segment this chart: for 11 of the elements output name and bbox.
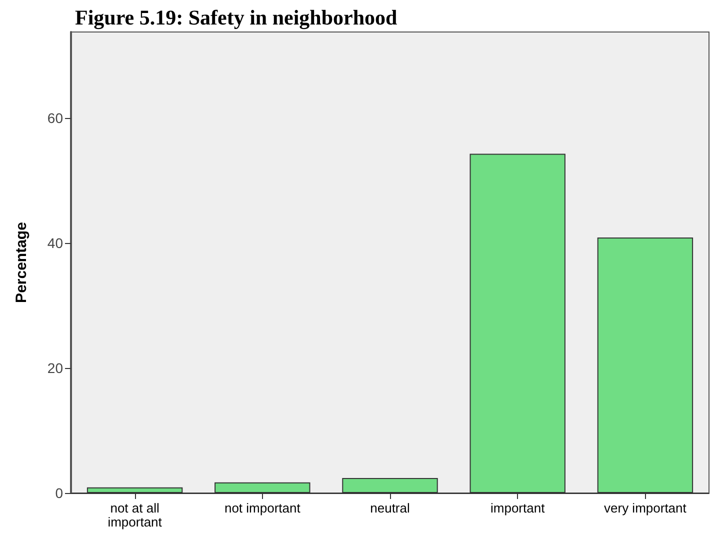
y-tick-label: 0 bbox=[55, 485, 64, 501]
y-tick-label: 40 bbox=[47, 235, 64, 252]
y-tick-label: 60 bbox=[47, 110, 64, 126]
x-tick-label: not at all important bbox=[108, 500, 162, 530]
x-tick-label: important bbox=[490, 500, 546, 516]
x-tick-label: not important bbox=[224, 500, 301, 516]
y-tick-label: 20 bbox=[47, 360, 64, 376]
chart-title: Figure 5.19: Safety in neighborhood bbox=[75, 6, 398, 30]
y-axis-title: Percentage bbox=[13, 222, 30, 303]
x-tick-label: neutral bbox=[370, 500, 410, 516]
x-tick-label: very important bbox=[604, 500, 687, 516]
